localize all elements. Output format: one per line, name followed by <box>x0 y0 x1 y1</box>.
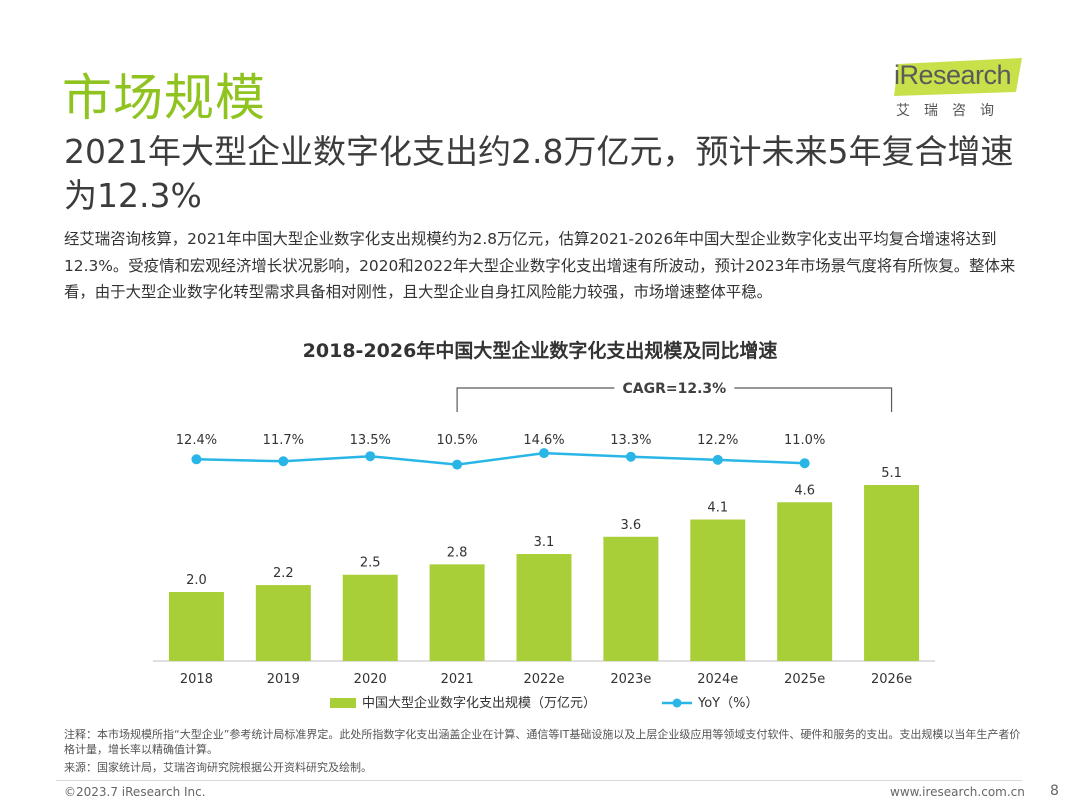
bar-value-label: 4.6 <box>794 483 815 498</box>
footer-divider <box>56 780 1022 781</box>
logo-swoosh-icon <box>894 58 1022 96</box>
bar <box>429 564 485 661</box>
bar-value-label: 5.1 <box>881 466 902 481</box>
bar <box>516 554 572 661</box>
footer-website[interactable]: www.iresearch.com.cn <box>890 785 1025 799</box>
bar <box>603 536 659 661</box>
bar-line-chart: 2.0 2018 2.2 2019 2.5 2020 2.8 2021 3.1 2022e 3.6 2… <box>153 381 935 711</box>
chart-title: 2018-2026年中国大型企业数字化支出规模及同比增速 <box>302 340 778 362</box>
legend-line-marker <box>672 698 682 708</box>
bar-value-label: 3.1 <box>534 535 555 550</box>
legend-bar-label: 中国大型企业数字化支出规模（万亿元） <box>362 695 596 711</box>
iresearch-logo: iResearch 艾瑞咨询 <box>890 56 1030 119</box>
x-tick-label: 2023e <box>610 672 651 687</box>
legend-line-label: YoY（%） <box>697 696 758 711</box>
legend-bar-swatch <box>330 698 356 708</box>
x-tick-label: 2022e <box>523 672 564 687</box>
yoy-value-label: 14.6% <box>523 433 564 448</box>
logo-word: iResearch <box>894 60 1012 90</box>
yoy-point <box>452 459 463 470</box>
yoy-value-label: 10.5% <box>436 433 477 448</box>
chart-source: 来源：国家统计局，艾瑞咨询研究院根据公开资料研究及绘制。 <box>64 761 372 774</box>
bar <box>864 485 920 661</box>
page-title: 市场规模 <box>62 69 266 127</box>
yoy-point <box>278 456 289 467</box>
yoy-value-label: 11.0% <box>784 433 825 448</box>
cagr-bracket-left <box>456 387 615 412</box>
bar-value-label: 2.0 <box>186 573 207 588</box>
bar-value-label: 2.2 <box>273 566 294 581</box>
x-tick-label: 2020 <box>354 672 387 687</box>
yoy-value-label: 13.3% <box>610 433 651 448</box>
footer-copyright: ©2023.7 iResearch Inc. <box>64 785 206 799</box>
x-tick-label: 2019 <box>267 672 300 687</box>
cagr-bracket-right <box>734 387 893 412</box>
bar <box>168 591 224 661</box>
yoy-value-label: 11.7% <box>263 433 304 448</box>
cagr-annotation: CAGR=12.3% <box>622 381 726 397</box>
yoy-point <box>625 451 636 462</box>
bar-value-label: 2.8 <box>447 545 468 560</box>
yoy-point <box>799 458 810 469</box>
bar <box>690 519 746 661</box>
x-tick-label: 2026e <box>871 672 912 687</box>
bar-value-label: 2.5 <box>360 556 381 571</box>
x-tick-label: 2025e <box>784 672 825 687</box>
page-number: 8 <box>1050 783 1059 799</box>
description-paragraph: 经艾瑞咨询核算，2021年中国大型企业数字化支出规模约为2.8万亿元，估算202… <box>64 230 1016 301</box>
bar <box>777 502 833 661</box>
logo-chinese: 艾瑞咨询 <box>896 103 1008 119</box>
bar <box>342 574 398 661</box>
yoy-value-label: 12.4% <box>176 433 217 448</box>
yoy-point <box>365 451 376 462</box>
page-subtitle: 2021年大型企业数字化支出约2.8万亿元，预计未来5年复合增速为12.3% <box>64 132 1014 215</box>
chart-note: 注释：本市场规模所指“大型企业”参考统计局标准界定。此处所指数字化支出涵盖企业在… <box>64 728 1021 756</box>
yoy-point <box>712 454 723 465</box>
x-tick-label: 2018 <box>180 672 213 687</box>
bar <box>255 585 311 661</box>
yoy-point <box>191 454 202 465</box>
yoy-value-label: 12.2% <box>697 433 738 448</box>
yoy-value-label: 13.5% <box>350 433 391 448</box>
x-tick-label: 2024e <box>697 672 738 687</box>
yoy-point <box>539 448 549 459</box>
bar-value-label: 4.1 <box>707 501 728 516</box>
x-tick-label: 2021 <box>441 672 474 687</box>
bar-value-label: 3.6 <box>621 518 642 533</box>
yoy-series-line <box>196 451 805 466</box>
